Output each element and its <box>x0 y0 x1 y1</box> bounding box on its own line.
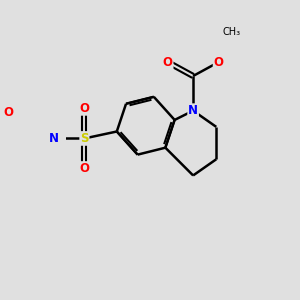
Text: O: O <box>163 56 173 69</box>
Text: S: S <box>80 132 89 145</box>
Text: O: O <box>214 56 224 69</box>
Text: CH₃: CH₃ <box>222 27 240 37</box>
Text: O: O <box>3 106 13 119</box>
Text: N: N <box>188 104 198 117</box>
Text: N: N <box>49 132 59 145</box>
Text: O: O <box>80 162 89 175</box>
Text: O: O <box>80 102 89 115</box>
